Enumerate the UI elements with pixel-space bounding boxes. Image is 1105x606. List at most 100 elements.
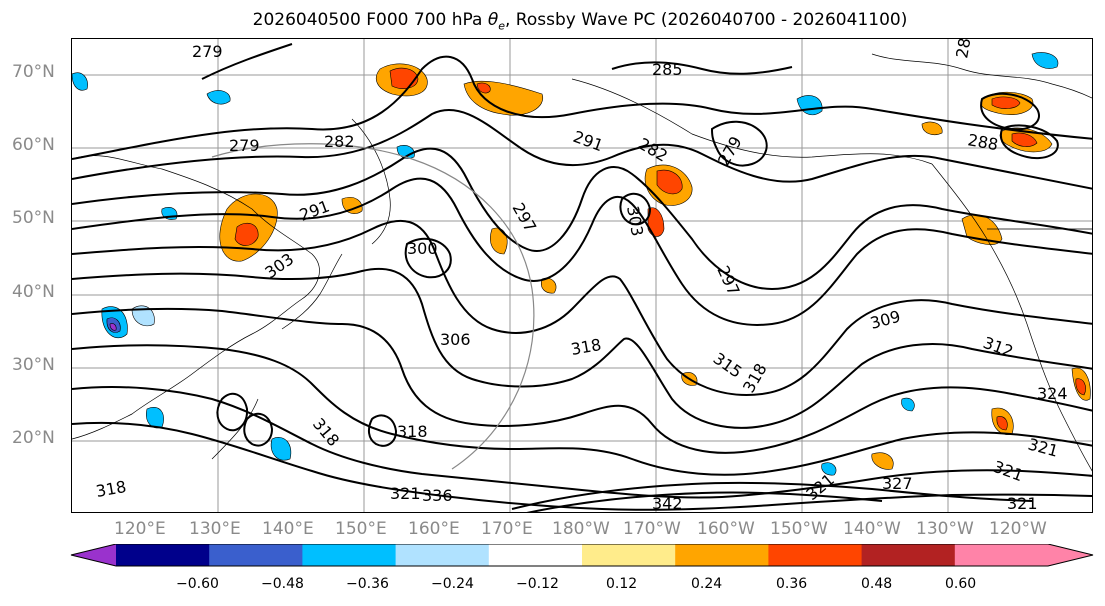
colorbar-tick-label: −0.12	[516, 576, 559, 592]
contour-line	[72, 177, 1092, 326]
contour-line	[611, 61, 793, 75]
colorbar-arrow-min	[71, 544, 116, 566]
coastlines	[72, 53, 1092, 472]
circle-overlay	[211, 143, 535, 470]
lon-label-180w: 180°W	[552, 519, 610, 539]
shade-blob-red-arctic	[389, 67, 419, 89]
colorbar-cell	[395, 544, 490, 566]
contour-label: 342	[652, 494, 683, 513]
contour-line	[201, 43, 293, 80]
lon-label-120w: 120°W	[989, 519, 1047, 539]
contour-line	[72, 307, 1092, 454]
shade-blob-blue-nw-arctic	[72, 72, 88, 91]
contour-line	[72, 421, 1092, 511]
lon-label-130w: 130°W	[916, 519, 974, 539]
contour-label: 312	[981, 333, 1016, 361]
shade-blob-blue-yukon	[796, 95, 823, 115]
contour-line	[619, 192, 652, 226]
colorbar-outline	[70, 544, 1094, 567]
shade-blob-purple-japan	[109, 323, 117, 331]
shade-blob-orange-wpac	[490, 227, 508, 255]
title-theta-symbol: θ	[487, 10, 499, 30]
colorbar-cell	[954, 544, 1049, 566]
shade-blob-blue-midpac	[901, 397, 915, 412]
shade-blob-lightblue-kuroshio	[131, 305, 155, 327]
contour-label: 306	[440, 330, 471, 349]
contour-label: 279	[192, 42, 223, 61]
title-level: 700 hPa	[413, 10, 483, 30]
lon-label-120e: 120°E	[114, 519, 166, 539]
lon-label-140w: 140°W	[843, 519, 901, 539]
colorbar-tick-label: 0.24	[691, 576, 723, 592]
lon-label-170e: 170°E	[481, 519, 533, 539]
contour-label: 285	[652, 60, 683, 79]
contour-label: 318	[94, 477, 127, 501]
contour-label: 279	[714, 133, 746, 169]
shade-blob-blue-subarctic	[1031, 52, 1059, 69]
contour-line	[511, 481, 1033, 510]
contour-line	[72, 219, 1092, 396]
shade-blob-red-se-pac	[1075, 378, 1086, 396]
colorbar-cell	[209, 544, 303, 566]
colorbar-tick-label: −0.60	[176, 576, 219, 592]
colorbar-cell	[768, 544, 863, 566]
shade-blob-red-bering	[476, 82, 491, 94]
contour-label: 321	[390, 484, 421, 503]
shade-blob-orange-tropics	[871, 452, 894, 470]
shade-blob-blue-tropics-e	[821, 462, 837, 476]
colorbar-cell	[488, 544, 583, 566]
contour-label: 318	[569, 335, 602, 359]
shade-blob-red-canada	[1011, 132, 1038, 147]
colorbar-arrow-max	[1048, 544, 1093, 566]
colorbar-cell	[116, 544, 210, 566]
title-init: 2026040500	[252, 10, 361, 30]
shade-blob-red-mexico	[996, 416, 1008, 431]
shade-blob-orange-greenland	[921, 121, 943, 135]
shade-blob-blue-scs	[146, 407, 164, 429]
colorbar-tick-label: −0.48	[261, 576, 304, 592]
contour-line	[72, 108, 1092, 190]
title-forecast-hour: F000	[366, 10, 409, 30]
lat-label-50n: 50°N	[12, 208, 55, 228]
contour-label: 303	[623, 204, 647, 237]
contour-line	[72, 344, 1092, 476]
contour-line	[367, 414, 398, 447]
colorbar-cell	[861, 544, 956, 566]
contour-label: 327	[882, 474, 913, 493]
coastline-canada-arctic	[871, 53, 1092, 99]
colorbar-tick-label: −0.36	[346, 576, 389, 592]
coastline-alaska	[571, 78, 933, 165]
colorbar-tick-label: −0.24	[431, 576, 474, 592]
shade-blob-red-alaska	[656, 169, 683, 195]
title-description: , Rossby Wave PC (2026040700 - 202604110…	[505, 10, 908, 30]
lon-label-170w: 170°W	[623, 519, 681, 539]
coastline-kamchatka	[351, 118, 391, 245]
colorbar-tick-label: 0.48	[861, 576, 893, 592]
lon-label-160e: 160°E	[408, 519, 460, 539]
theta-e-contours	[72, 43, 1092, 512]
lat-label-60n: 60°N	[12, 135, 55, 155]
contour-label: 321	[1026, 435, 1060, 461]
colorbar-tick-label: 0.60	[945, 576, 977, 592]
lon-label-160w: 160°W	[697, 519, 755, 539]
shade-blob-orange-kuril	[341, 197, 363, 214]
colorbar-cells	[71, 544, 1093, 566]
shade-blob-orange-midpac	[541, 277, 557, 294]
contour-line	[72, 267, 1092, 429]
coastline-philippines	[211, 398, 259, 460]
lat-label-20n: 20°N	[12, 428, 55, 448]
shading-layer	[72, 52, 1091, 476]
contour-line	[710, 120, 768, 167]
contour-label: 315	[710, 349, 746, 382]
colorbar	[70, 544, 1094, 567]
shade-blob-red-gulf	[647, 207, 665, 237]
lat-label-30n: 30°N	[12, 355, 55, 375]
colorbar-cell	[302, 544, 397, 566]
contour-label: 318	[397, 422, 428, 441]
map-gridlines	[72, 39, 1092, 512]
contour-label: 336	[422, 486, 453, 505]
lon-label-130e: 130°E	[189, 519, 241, 539]
contour-line	[72, 386, 1092, 499]
contour-label: 321	[1007, 494, 1038, 513]
contour-label: 297	[713, 263, 743, 299]
